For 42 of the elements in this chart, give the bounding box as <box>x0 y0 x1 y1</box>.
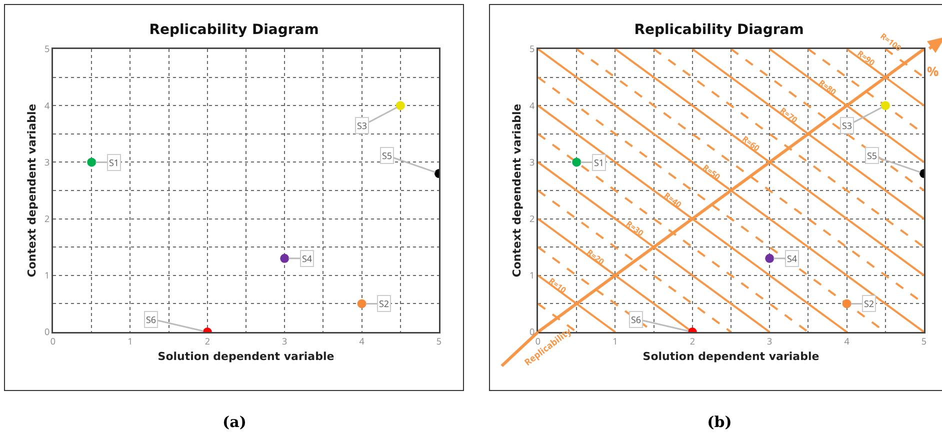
y-axis-title: Context dependent variable <box>510 104 524 278</box>
y-tick-label: 2 <box>44 212 50 225</box>
y-tick-label: 5 <box>44 42 50 56</box>
x-axis-title: Solution dependent variable <box>642 350 820 364</box>
annotation: S2 <box>864 297 874 310</box>
x-axis-title: Solution dependent variable <box>158 350 334 364</box>
x-tick-label: 2 <box>204 334 210 348</box>
x-tick-label: 4 <box>359 334 364 348</box>
text: (b) <box>706 413 733 431</box>
x-tick-label: 3 <box>767 334 772 348</box>
y-tick-label: 5 <box>530 42 535 56</box>
annotation: S6 <box>146 313 156 326</box>
annotation: S3 <box>842 119 852 132</box>
x-tick-label: 1 <box>612 334 618 348</box>
y-tick-label: 3 <box>530 155 535 168</box>
x-tick-label: 5 <box>921 334 927 348</box>
annotation: S4 <box>302 252 312 265</box>
chart-title: Replicability Diagram <box>634 22 804 38</box>
y-tick-label: 0 <box>44 325 50 338</box>
y-axis-title: Context dependent variable <box>25 104 38 278</box>
x-tick-label: 4 <box>844 334 850 348</box>
y-tick-label: 1 <box>44 268 50 282</box>
chart-title: Replicability Diagram <box>149 22 319 38</box>
annotation: S5 <box>867 149 878 162</box>
x-tick-label: 3 <box>282 334 288 348</box>
annotation: S5 <box>382 149 392 162</box>
annotation: S1 <box>594 156 604 169</box>
annotation: S6 <box>631 313 642 326</box>
annotation: S1 <box>109 156 120 169</box>
y-tick-label: 4 <box>44 98 50 112</box>
y-tick-label: 4 <box>530 98 535 112</box>
y-tick-label: 3 <box>44 155 50 168</box>
x-tick-label: 5 <box>436 334 442 348</box>
text: (a) <box>222 413 248 431</box>
x-tick-label: 1 <box>128 334 133 348</box>
x-tick-label: 2 <box>690 334 695 348</box>
annotation: S2 <box>379 297 390 310</box>
annotation: S4 <box>787 252 798 265</box>
annotation: S3 <box>357 119 368 132</box>
y-tick-label: 2 <box>530 212 535 225</box>
text: % <box>927 62 939 80</box>
y-tick-label: 1 <box>530 268 535 282</box>
